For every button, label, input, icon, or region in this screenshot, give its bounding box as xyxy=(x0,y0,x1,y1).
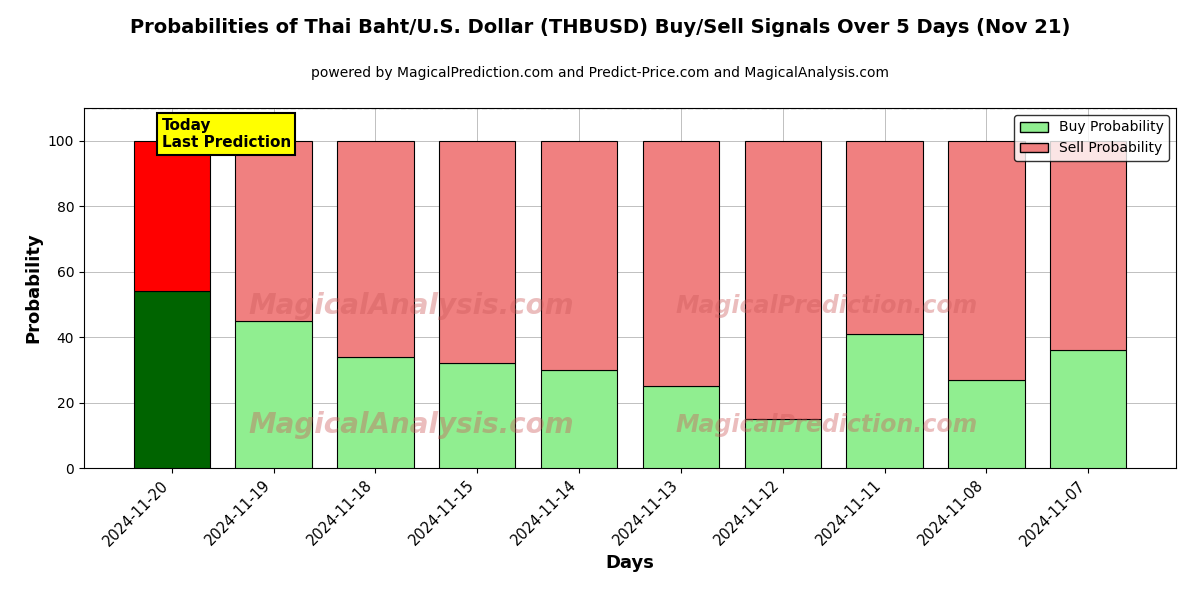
Bar xyxy=(643,141,719,386)
Bar xyxy=(948,141,1025,380)
Legend: Buy Probability, Sell Probability: Buy Probability, Sell Probability xyxy=(1014,115,1169,161)
Bar xyxy=(337,141,414,357)
Bar xyxy=(439,141,516,363)
Text: Probabilities of Thai Baht/U.S. Dollar (THBUSD) Buy/Sell Signals Over 5 Days (No: Probabilities of Thai Baht/U.S. Dollar (… xyxy=(130,18,1070,37)
Bar xyxy=(133,291,210,468)
Bar xyxy=(643,386,719,468)
Bar xyxy=(235,321,312,468)
Bar xyxy=(1050,141,1127,350)
Bar xyxy=(948,380,1025,468)
Bar xyxy=(744,419,821,468)
Bar xyxy=(541,141,617,370)
Bar xyxy=(133,141,210,291)
Bar xyxy=(337,357,414,468)
Text: MagicalPrediction.com: MagicalPrediction.com xyxy=(676,294,978,318)
Text: Today
Last Prediction: Today Last Prediction xyxy=(162,118,290,150)
Bar xyxy=(1050,350,1127,468)
Bar xyxy=(744,141,821,419)
Bar xyxy=(846,141,923,334)
Bar xyxy=(235,141,312,321)
Text: MagicalPrediction.com: MagicalPrediction.com xyxy=(676,413,978,437)
Text: MagicalAnalysis.com: MagicalAnalysis.com xyxy=(248,411,575,439)
X-axis label: Days: Days xyxy=(606,554,654,572)
Text: MagicalAnalysis.com: MagicalAnalysis.com xyxy=(248,292,575,320)
Text: powered by MagicalPrediction.com and Predict-Price.com and MagicalAnalysis.com: powered by MagicalPrediction.com and Pre… xyxy=(311,66,889,80)
Bar xyxy=(541,370,617,468)
Y-axis label: Probability: Probability xyxy=(24,233,42,343)
Bar xyxy=(439,363,516,468)
Bar xyxy=(846,334,923,468)
